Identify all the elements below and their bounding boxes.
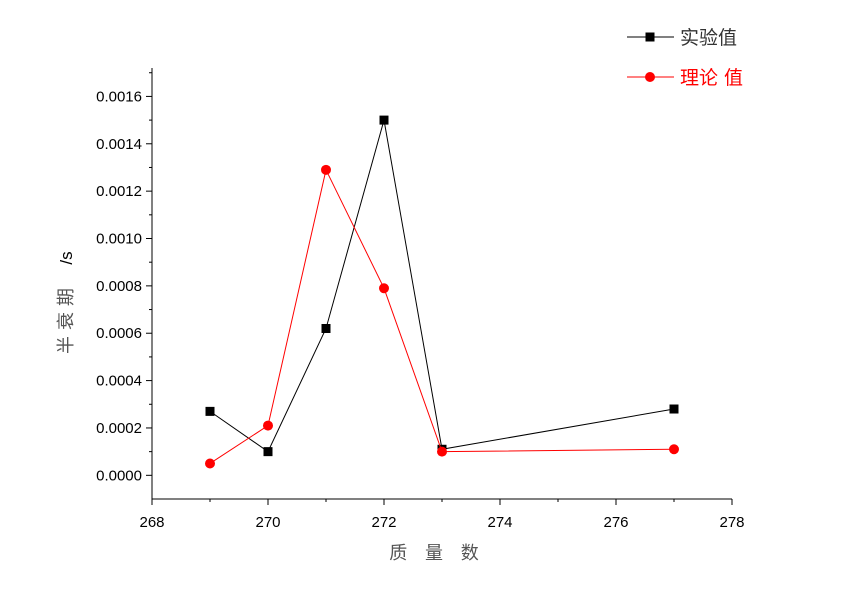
- x-tick-label: 268: [139, 514, 164, 531]
- legend-label: 实验值: [680, 27, 737, 49]
- data-point: [669, 404, 679, 414]
- y-tick-label: 0.0012: [96, 183, 142, 200]
- data-point: [379, 115, 389, 125]
- legend-marker: [645, 32, 655, 42]
- series-1: [205, 115, 679, 457]
- x-tick-label: 274: [487, 514, 512, 531]
- legend-label: 理论 值: [680, 67, 743, 89]
- series-2: [205, 164, 679, 469]
- y-tick-label: 0.0000: [96, 467, 142, 484]
- axes: 268 270 272 274 276 278 0.0000 0.0002 0.0004 0.00…: [96, 68, 745, 531]
- y-axis-title-group: 半衰期 /s: [56, 251, 77, 354]
- data-point: [321, 323, 331, 333]
- y-tick-label: 0.0004: [96, 373, 142, 390]
- y-tick-label: 0.0008: [96, 278, 142, 295]
- data-point: [321, 164, 331, 175]
- data-point: [205, 458, 215, 469]
- legend-marker: [645, 72, 655, 82]
- y-tick-label: 0.0010: [96, 231, 142, 248]
- y-axis-unit: /s: [57, 251, 76, 264]
- x-tick-label: 270: [255, 514, 280, 531]
- data-point: [437, 446, 447, 457]
- series-layer: [205, 115, 679, 469]
- y-tick-label: 0.0002: [96, 420, 142, 437]
- y-tick-label: 0.0006: [96, 325, 142, 342]
- y-tick-label: 0.0014: [96, 136, 142, 153]
- series-line: [209, 168, 675, 464]
- data-point: [379, 283, 389, 294]
- legend-item-2: 理论 值: [627, 67, 743, 89]
- x-tick-label: 278: [719, 514, 744, 531]
- y-axis-title: 半衰期: [56, 282, 77, 354]
- legend-item-1: 实验值: [627, 27, 737, 49]
- x-axis-title: 质 量 数: [389, 543, 484, 564]
- data-point: [263, 420, 273, 431]
- data-point: [669, 444, 679, 455]
- y-tick-label: 0.0016: [96, 88, 142, 105]
- data-point: [205, 406, 215, 416]
- data-point: [263, 447, 273, 457]
- x-tick-label: 276: [603, 514, 628, 531]
- series-line: [209, 119, 675, 453]
- x-tick-label: 272: [371, 514, 396, 531]
